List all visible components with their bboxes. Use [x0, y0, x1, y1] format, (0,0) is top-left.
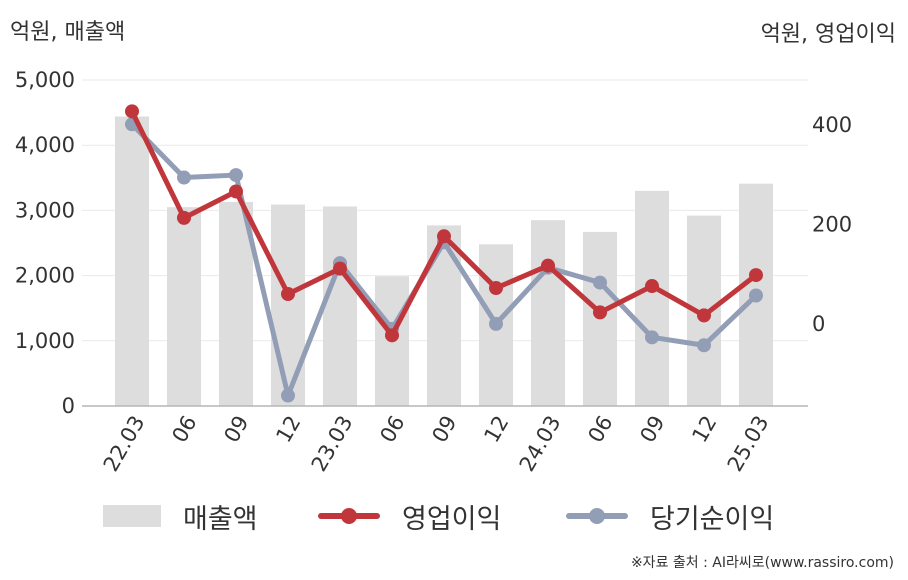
x-tick-label: 12 [271, 412, 305, 447]
left-tick-label: 5,000 [15, 68, 75, 92]
x-tick-label: 23.03 [307, 412, 358, 476]
legend-swatch-revenue [103, 505, 161, 527]
legend-item-operating-profit: 영업이익 [318, 496, 501, 536]
net-income-point [749, 288, 763, 303]
x-tick-label: 06 [167, 412, 201, 447]
operating-profit-point [697, 308, 711, 323]
revenue-bar [271, 204, 305, 406]
operating-profit-point [177, 210, 191, 225]
operating-profit-point [125, 104, 139, 119]
x-tick-label: 06 [583, 412, 617, 447]
left-tick-label: 2,000 [15, 264, 75, 288]
left-axis-unit: 억원, 매출액 [10, 20, 126, 45]
legend-label-net-income: 당기순이익 [650, 503, 775, 535]
legend-swatch-operating-profit [318, 505, 380, 527]
revenue-bar [427, 225, 461, 406]
revenue-bar [531, 220, 565, 406]
right-tick-label: 0 [812, 312, 825, 336]
right-tick-label: 400 [812, 113, 852, 137]
x-tick-label: 25.03 [723, 412, 774, 476]
revenue-bar [167, 207, 201, 406]
operating-profit-point [489, 281, 503, 296]
revenue-bar [323, 206, 357, 406]
operating-profit-point [229, 184, 243, 199]
revenue-bars [115, 116, 773, 407]
legend-item-net-income: 당기순이익 [566, 496, 774, 536]
operating-profit-point [593, 305, 607, 320]
net-income-point [229, 168, 243, 183]
x-tick-label: 12 [687, 412, 721, 447]
legend-label-revenue: 매출액 [183, 503, 258, 535]
net-income-point [177, 170, 191, 185]
legend-label-operating-profit: 영업이익 [402, 503, 502, 535]
x-tick-label: 09 [427, 412, 461, 447]
operating-profit-point [541, 258, 555, 273]
x-tick-label: 09 [635, 412, 669, 447]
profit-lines [125, 104, 763, 403]
operating-profit-point [385, 328, 399, 343]
operating-profit-point [333, 261, 347, 276]
x-tick-label: 06 [375, 412, 409, 447]
net-income-point [645, 330, 659, 345]
left-tick-label: 3,000 [15, 198, 75, 222]
combo-chart: 0 1,000 2,000 3,000 4,000 5,000 0 200 400 22.03 06… [15, 68, 852, 476]
net-income-point [593, 275, 607, 290]
source-note: ※자료 출처 : AI라씨로(www.rassiro.com) [630, 555, 894, 571]
legend-item-revenue: 매출액 [103, 496, 258, 536]
right-tick-label: 200 [812, 212, 852, 236]
legend: 매출액 영업이익 당기순이익 [0, 496, 908, 536]
net-income-point [489, 316, 503, 331]
operating-profit-point [749, 268, 763, 283]
revenue-bar [219, 201, 253, 406]
operating-profit-point [281, 287, 295, 302]
left-tick-label: 1,000 [15, 329, 75, 353]
left-tick-label: 4,000 [15, 133, 75, 157]
right-axis-unit: 억원, 영업이익 [760, 22, 896, 47]
x-tick-label: 09 [219, 412, 253, 447]
net-income-point [281, 388, 295, 403]
legend-swatch-net-income [566, 505, 628, 527]
net-income-point [697, 338, 711, 353]
x-tick-label: 24.03 [515, 412, 566, 476]
operating-profit-point [645, 279, 659, 294]
revenue-bar [115, 116, 149, 407]
x-tick-label: 22.03 [99, 412, 150, 476]
left-tick-label: 0 [62, 394, 75, 418]
revenue-bar [635, 190, 669, 406]
operating-profit-point [437, 229, 451, 244]
x-tick-label: 12 [479, 412, 513, 447]
